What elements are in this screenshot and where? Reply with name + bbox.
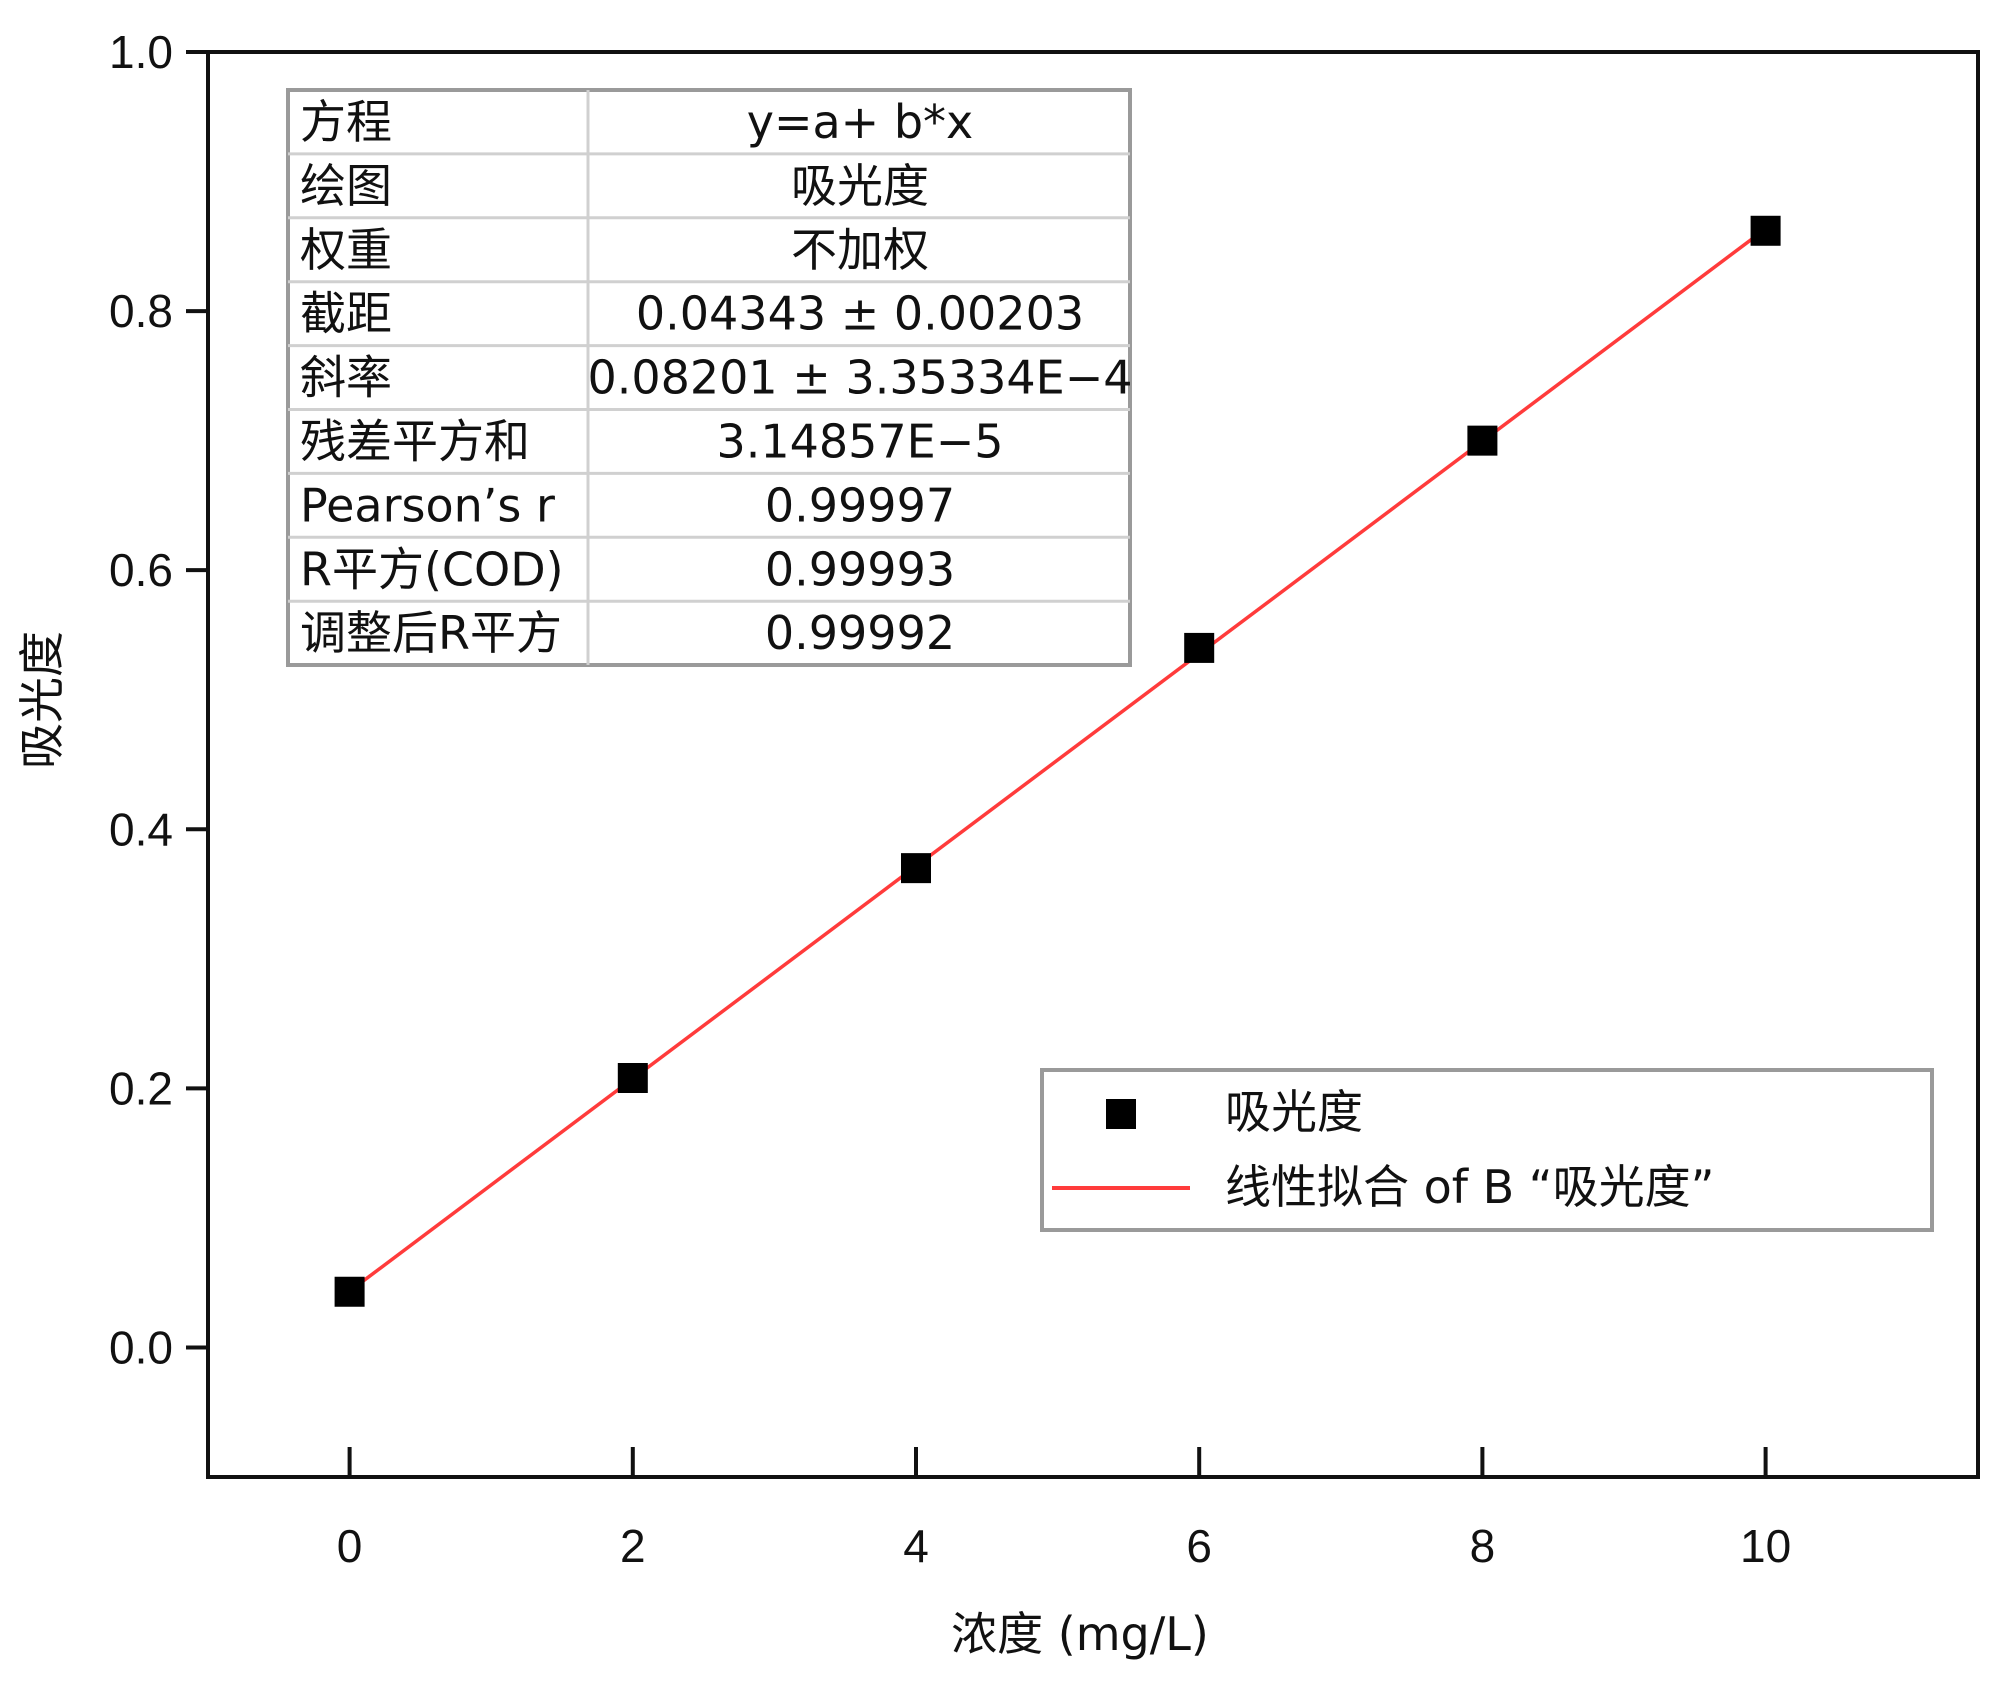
data-point <box>617 1063 648 1093</box>
y-tick-label: 0.6 <box>109 544 173 596</box>
legend: 吸光度 线性拟合 of B “吸光度” <box>1040 1068 1934 1232</box>
x-tick-label: 8 <box>1470 1520 1496 1572</box>
fit-table-value: 0.08201 ± 3.35334E−4 <box>587 351 1132 405</box>
fit-table-value: 0.99993 <box>765 542 955 596</box>
fit-table-value: y=a+ b*x <box>747 95 974 149</box>
data-point <box>334 1276 365 1307</box>
fit-table-value: 0.99997 <box>765 478 955 532</box>
fit-table-value: 0.04343 ± 0.00203 <box>636 287 1084 341</box>
fit-table-label: 调整后R平方 <box>300 606 562 660</box>
fit-line <box>348 227 1767 1293</box>
fit-table-label: R平方(COD) <box>300 542 564 596</box>
x-axis: 0 2 4 6 8 10 <box>337 1447 1791 1572</box>
legend-box <box>1040 1068 1934 1232</box>
data-point <box>1467 425 1498 456</box>
y-tick-label: 1.0 <box>109 26 173 78</box>
fit-table-label: 权重 <box>300 223 392 277</box>
y-axis: 0.0 0.2 0.4 0.6 0.8 1.0 <box>109 26 208 1373</box>
fit-table-value: 不加权 <box>791 223 929 277</box>
fit-table-value: 吸光度 <box>791 159 929 213</box>
x-axis-title: 浓度 (mg/L) <box>951 1607 1209 1661</box>
fit-table-label: Pearson’s r <box>300 478 555 532</box>
fit-table-label: 绘图 <box>300 159 392 213</box>
data-point-series <box>334 215 1781 1307</box>
fit-table-label: 截距 <box>300 287 392 341</box>
data-point <box>1750 215 1781 246</box>
fit-table-label: 斜率 <box>300 351 392 405</box>
fit-table-value: 0.99992 <box>765 606 955 660</box>
y-axis-title: 吸光度 <box>15 631 69 769</box>
y-tick-label: 0.8 <box>109 285 173 337</box>
legend-square-marker-icon <box>1106 1099 1136 1129</box>
x-tick-label: 0 <box>337 1520 363 1572</box>
y-tick-label: 0.0 <box>109 1321 173 1373</box>
x-tick-label: 6 <box>1186 1520 1212 1572</box>
x-tick-label: 10 <box>1740 1520 1791 1572</box>
data-point <box>901 853 931 884</box>
fit-table-label: 方程 <box>300 95 392 149</box>
fit-table-label: 残差平方和 <box>300 415 530 469</box>
y-tick-label: 0.4 <box>109 803 173 855</box>
y-tick-label: 0.2 <box>109 1062 173 1114</box>
fit-line-series <box>348 227 1767 1293</box>
x-tick-label: 2 <box>620 1520 646 1572</box>
legend-entry-points: 吸光度 <box>1225 1085 1363 1139</box>
x-tick-label: 4 <box>903 1520 929 1572</box>
data-point <box>1184 632 1215 663</box>
plot-frame <box>206 50 1980 1479</box>
fit-table-value: 3.14857E−5 <box>716 415 1003 469</box>
legend-entry-fit: 线性拟合 of B “吸光度” <box>1225 1160 1714 1214</box>
fit-table-border <box>286 88 1132 667</box>
